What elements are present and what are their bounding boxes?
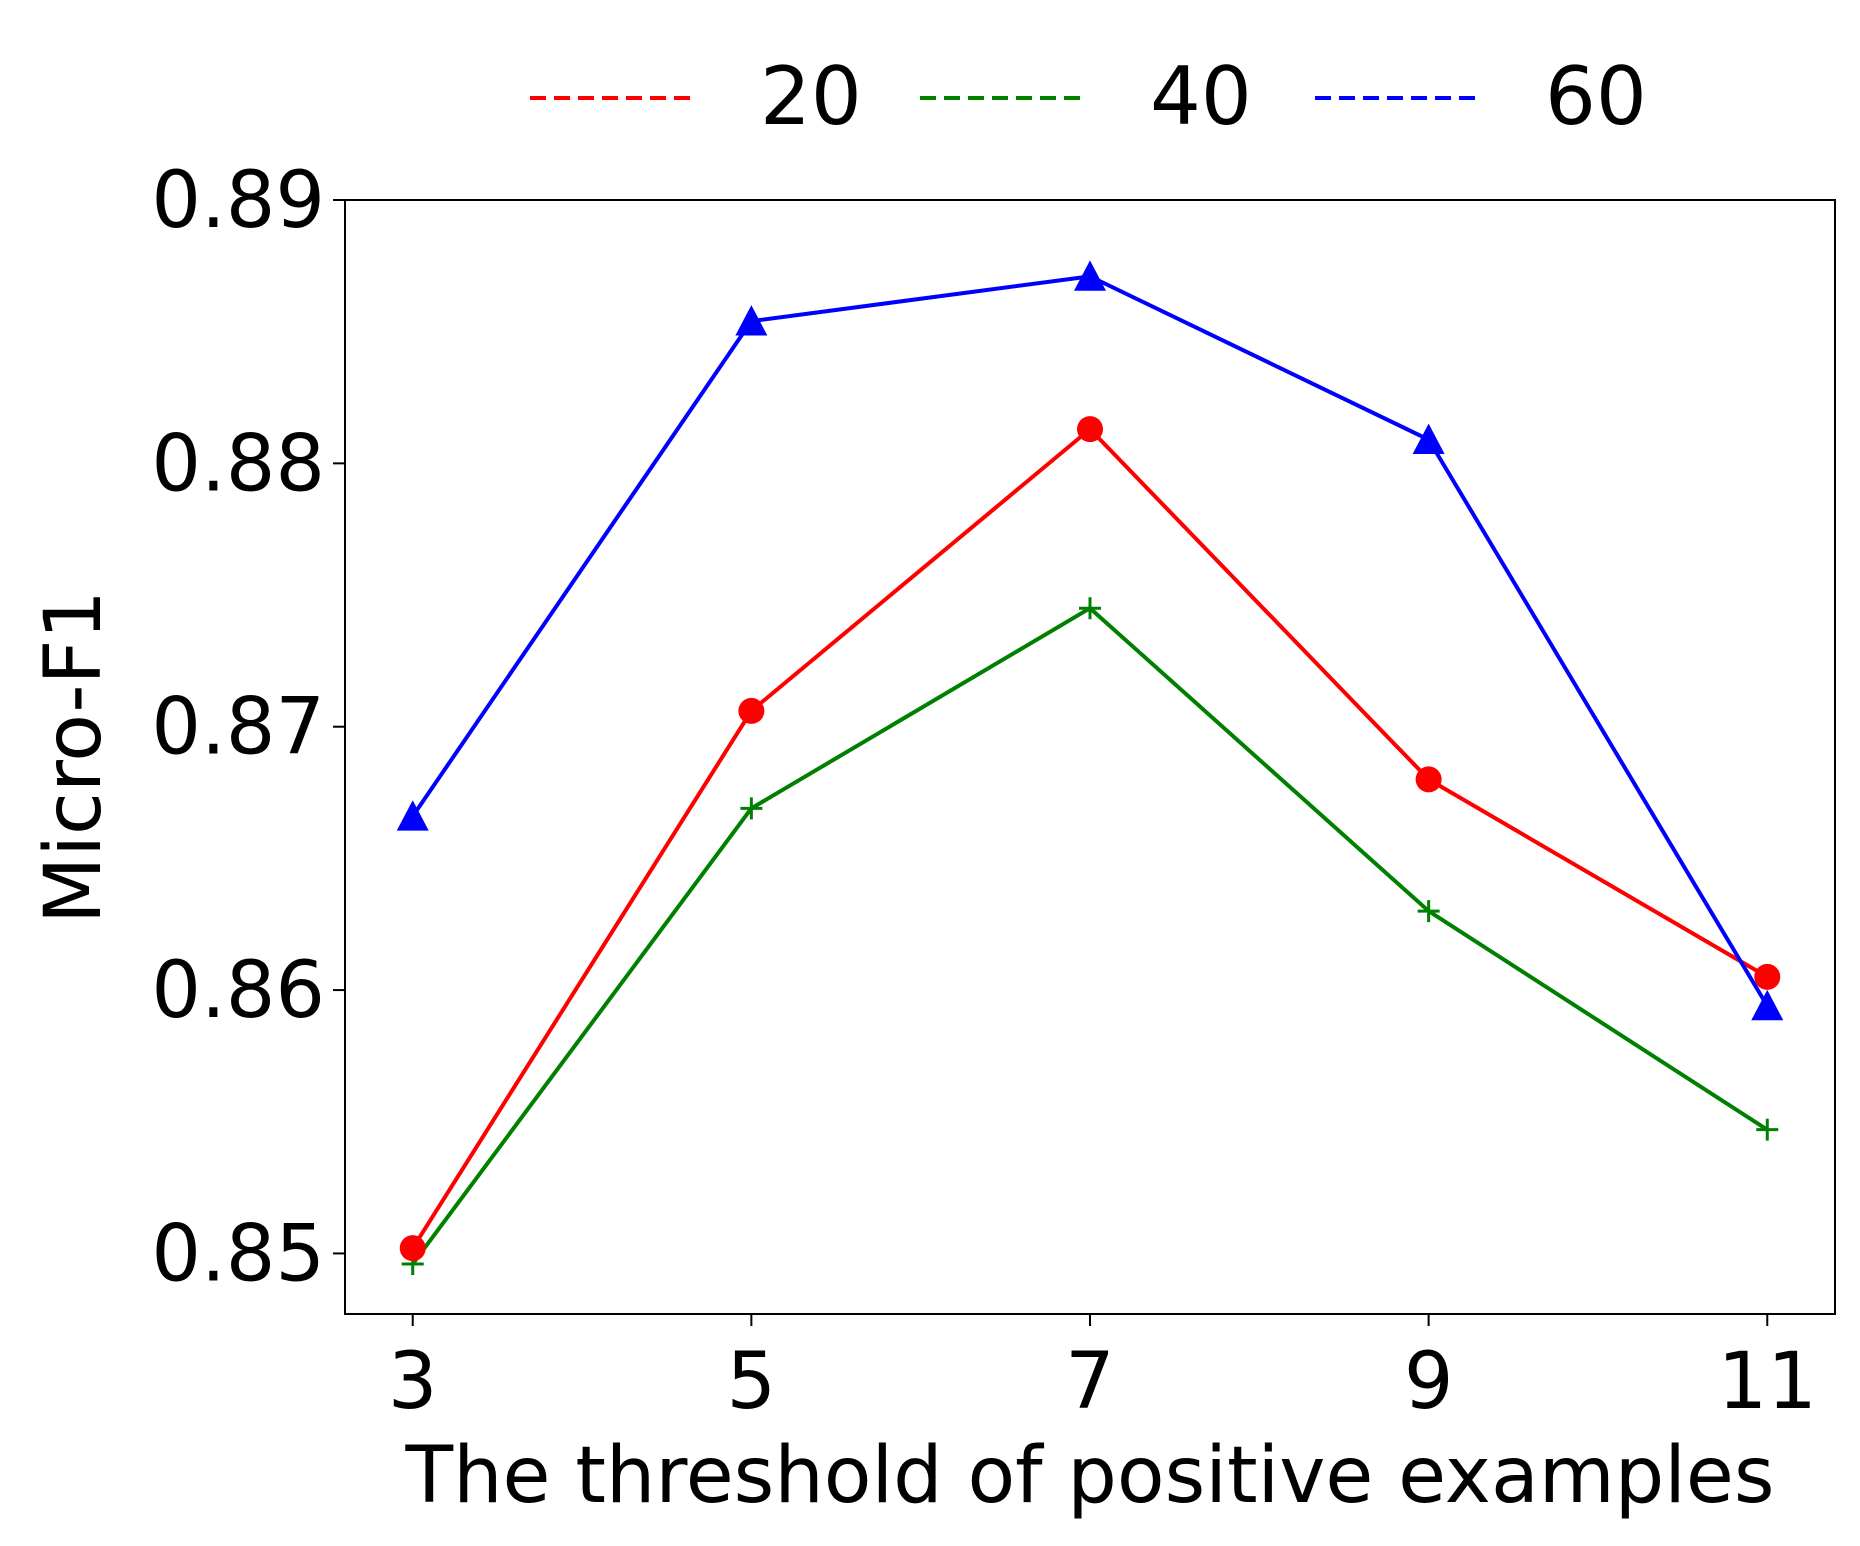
- y-axis: 0.85 0.86 0.87 0.88 0.89: [151, 156, 345, 1299]
- x-tick-label: 9: [1404, 1337, 1454, 1427]
- data-point-marker: [1415, 766, 1442, 793]
- legend: 20 40 60: [530, 50, 1647, 143]
- data-point-marker: [1756, 1118, 1779, 1141]
- legend-item-40: 40: [920, 50, 1252, 143]
- x-axis-label: The threshold of positive examples: [404, 1431, 1774, 1521]
- legend-item-20: 20: [530, 50, 862, 143]
- series-20: [399, 416, 1781, 1262]
- y-tick-label: 0.85: [151, 1209, 325, 1299]
- series-40: [401, 597, 1779, 1275]
- series-60: [396, 260, 1784, 1021]
- x-tick-label: 7: [1065, 1337, 1115, 1427]
- y-tick-label: 0.88: [151, 419, 325, 509]
- x-tick-label: 3: [388, 1337, 438, 1427]
- data-point-marker: [1077, 416, 1103, 443]
- data-point-marker: [1754, 963, 1781, 990]
- x-tick-label: 5: [727, 1337, 777, 1427]
- y-tick-label: 0.89: [151, 156, 325, 246]
- legend-item-60: 60: [1315, 50, 1647, 143]
- data-point-marker: [396, 800, 429, 831]
- data-point-marker: [1417, 900, 1440, 923]
- series-group: [396, 260, 1784, 1275]
- y-tick-label: 0.86: [151, 946, 325, 1036]
- series-line-60: [411, 274, 1769, 1007]
- data-point-marker: [738, 697, 765, 724]
- data-point-marker: [399, 1235, 426, 1262]
- plot-area: [344, 199, 1836, 1315]
- legend-label: 60: [1545, 50, 1647, 143]
- data-point-marker: [735, 305, 768, 336]
- data-point-marker: [1412, 423, 1445, 455]
- y-tick-label: 0.87: [151, 683, 325, 773]
- series-line-20: [411, 427, 1769, 1250]
- data-point-marker: [1751, 989, 1784, 1021]
- series-line-40: [411, 606, 1769, 1266]
- data-point-marker: [1074, 260, 1106, 291]
- data-point-marker: [740, 797, 763, 820]
- x-axis: 3 5 7 9 11: [388, 1314, 1817, 1427]
- legend-label: 20: [760, 50, 862, 143]
- data-point-marker: [1079, 597, 1101, 620]
- legend-label: 40: [1150, 50, 1252, 143]
- x-tick-label: 11: [1718, 1337, 1817, 1427]
- y-axis-label: Micro-F1: [29, 590, 119, 924]
